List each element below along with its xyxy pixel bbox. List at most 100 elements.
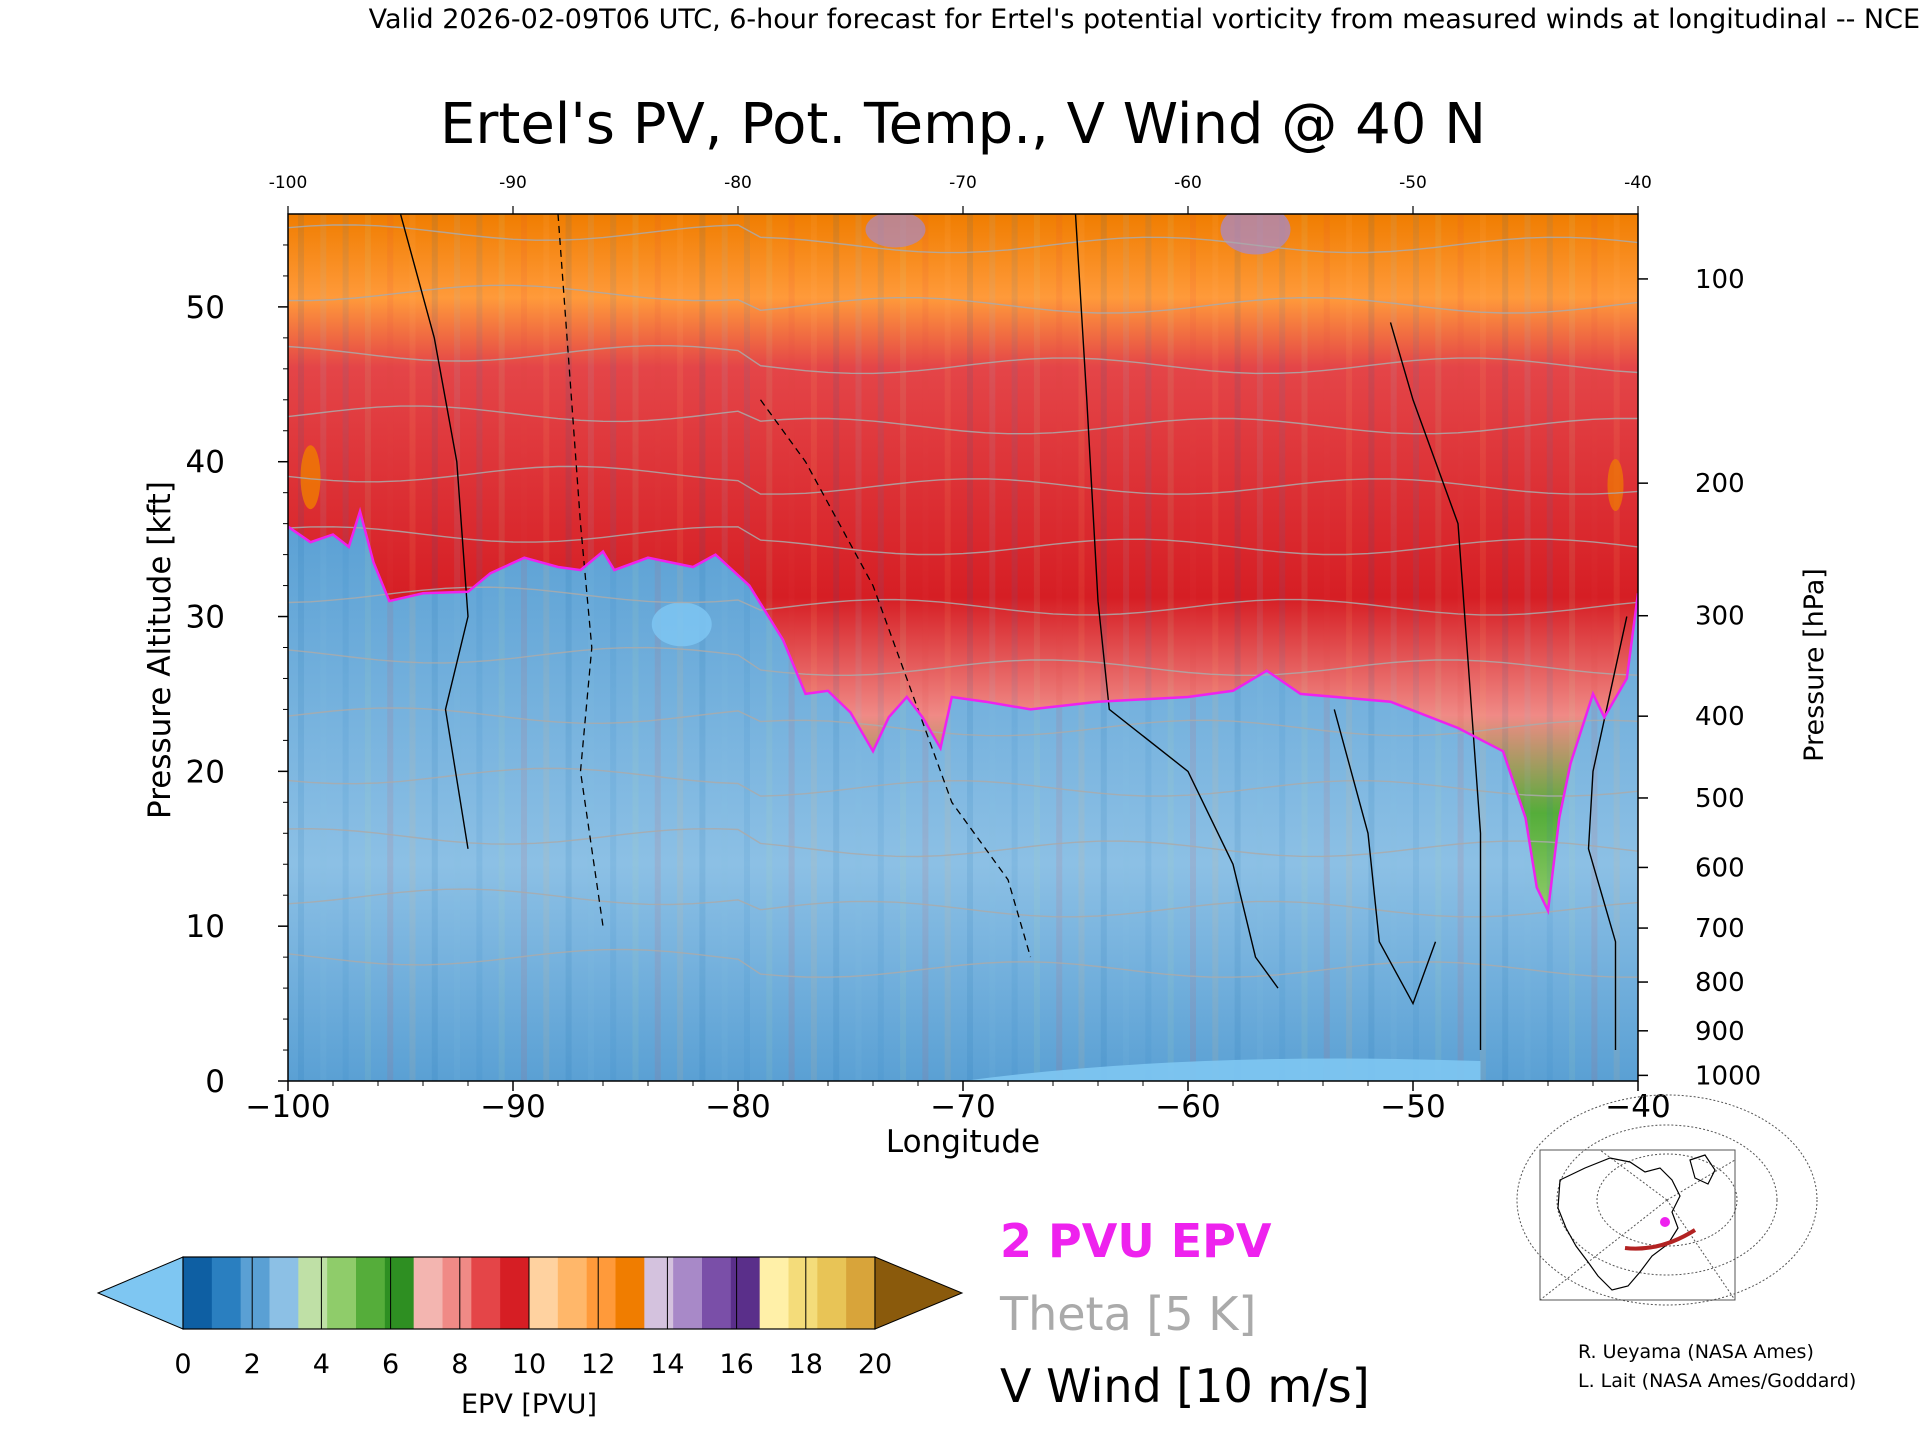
field-streak [342, 214, 349, 1081]
colorbar-tick-label: 6 [382, 1349, 399, 1380]
y-tick-label: 20 [186, 754, 225, 790]
theta-contour [288, 767, 1638, 797]
field-streak [1190, 214, 1196, 1081]
plot-area: −100 −90 −80 −70 −60 −50 −40 -100 -90 -80 -70 -60-… [186, 173, 1762, 1125]
v-wind-zero-contour [399, 214, 469, 849]
colorbar-swatch [183, 1257, 213, 1329]
pressure-tick-label: 300 [1695, 602, 1745, 632]
field-streak [1524, 214, 1531, 1081]
field-streak [1011, 214, 1018, 1081]
field-streak [744, 214, 750, 1081]
pressure-tick-label: 700 [1695, 914, 1745, 944]
field-streak [1435, 214, 1442, 1081]
field-streak [1100, 214, 1107, 1081]
colorbar-swatch [211, 1257, 242, 1329]
credit-line-1: R. Ueyama (NASA Ames) [1578, 1341, 1814, 1363]
field-streak [431, 214, 438, 1081]
colorbar-tick-label: 10 [512, 1349, 546, 1380]
field-streak [454, 214, 461, 1081]
field-streak [699, 214, 706, 1081]
colorbar-swatch [788, 1257, 818, 1329]
x-tick-label: −50 [1380, 1089, 1445, 1125]
field-streak [298, 214, 304, 1081]
field-streak [1212, 214, 1219, 1081]
very-high-pv-pocket [865, 214, 926, 248]
field-streak [1546, 214, 1553, 1081]
field-streak [1591, 214, 1598, 1081]
v-wind-zero-contour [1587, 616, 1628, 1050]
field-streak [521, 214, 527, 1081]
top-tick-label: -100 [269, 173, 308, 193]
field-streak [587, 214, 594, 1081]
legend-theta: Theta [5 K] [999, 1287, 1256, 1341]
top-tick-label: -50 [1399, 173, 1427, 193]
colorbar-swatch [240, 1257, 271, 1329]
field-streak [766, 214, 773, 1081]
field-streak [989, 214, 996, 1081]
field-streak [1390, 214, 1397, 1081]
theta-contour [288, 405, 1638, 435]
colorbar-swatches [182, 1256, 876, 1330]
stratosphere-field [288, 214, 1638, 911]
y-tick-label: 50 [186, 290, 225, 326]
y-tick-label: 30 [186, 600, 225, 636]
top-tick-label: -80 [724, 173, 752, 193]
v-wind-zero-contour [1074, 214, 1279, 989]
chart-title: Ertel's PV, Pot. Temp., V Wind @ 40 N [440, 92, 1486, 157]
field-streak [1502, 214, 1509, 1081]
high-pv-pocket [300, 445, 321, 510]
map-cross-section-track [1624, 1228, 1697, 1251]
top-tick-label: -70 [949, 173, 977, 193]
field-streak [1613, 214, 1620, 1081]
theta-contour [288, 707, 1638, 737]
field-streak [409, 214, 416, 1081]
colorbar: 0 2 4 6 8 10 12 14 16 18 20 EPV [PVU] [96, 1256, 964, 1420]
field-streak [565, 214, 572, 1081]
v-wind-zero-contour [1389, 322, 1482, 1050]
colorbar-swatch [384, 1257, 415, 1329]
v-wind-negative-contour [557, 214, 604, 927]
colorbar-over-triangle [874, 1256, 964, 1330]
colorbar-swatch [730, 1257, 761, 1329]
very-high-pv-pocket [1220, 214, 1291, 255]
x-axis-label: Longitude [886, 1124, 1040, 1160]
field-streak [387, 214, 394, 1081]
field-streak [1323, 214, 1330, 1081]
field-streak [1569, 214, 1576, 1081]
field-streak [833, 214, 840, 1081]
field-streak [967, 214, 973, 1081]
field-streak [1368, 214, 1375, 1081]
field-streak [476, 214, 483, 1081]
theta-contour [288, 888, 1638, 918]
field-streak [944, 214, 951, 1081]
theta-contours [288, 224, 1638, 978]
pressure-tick-label: 500 [1695, 784, 1745, 814]
field-streak [1256, 214, 1263, 1081]
colorbar-swatch [586, 1257, 617, 1329]
field-texture [298, 214, 1624, 1081]
colorbar-swatch [413, 1257, 444, 1329]
field-streak [1413, 214, 1419, 1081]
y-axis-label: Pressure Altitude [kft] [142, 481, 178, 819]
field-streak [855, 214, 862, 1081]
pressure-tick-label: 800 [1695, 968, 1745, 998]
x-axis-ticks: −100 −90 −80 −70 −60 −50 −40 [245, 1081, 1671, 1125]
legend-epv: 2 PVU EPV [1000, 1214, 1272, 1268]
colorbar-swatch [702, 1257, 732, 1329]
y-axis-ticks: 0 10 20 30 40 50 [186, 244, 288, 1100]
colorbar-tick-label: 14 [650, 1349, 684, 1380]
colorbar-swatch [471, 1257, 501, 1329]
field-streak [543, 214, 550, 1081]
pressure-tick-label: 1000 [1695, 1061, 1761, 1091]
x-tick-label: −90 [480, 1089, 545, 1125]
top-tick-label: -90 [499, 173, 527, 193]
field-streak [721, 214, 728, 1081]
x-tick-label: −80 [705, 1089, 770, 1125]
colorbar-swatch [442, 1257, 472, 1329]
x-tick-label: −60 [1155, 1089, 1220, 1125]
field-streak [610, 214, 617, 1081]
valid-time-header: Valid 2026-02-09T06 UTC, 6-hour forecast… [369, 4, 1920, 35]
colorbar-tick-label: 18 [789, 1349, 823, 1380]
colorbar-swatch [269, 1257, 299, 1329]
